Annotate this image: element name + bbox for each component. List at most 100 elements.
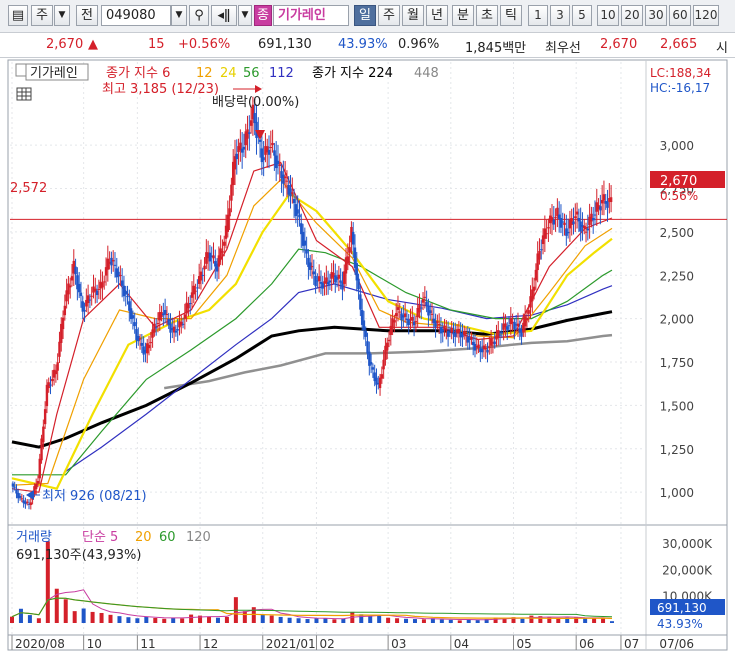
- candle-body: [506, 326, 509, 330]
- list-dropdown-icon[interactable]: ▼: [238, 5, 252, 26]
- stock-badge: 종: [254, 5, 272, 26]
- interval-5[interactable]: 5: [572, 5, 592, 26]
- x-tick-label: 2021/01: [266, 637, 316, 651]
- volume-bar: [117, 616, 122, 623]
- ratio-value: 0.96%: [398, 37, 440, 52]
- candle-body: [572, 221, 575, 225]
- chevron-down-icon[interactable]: ▼: [54, 5, 70, 26]
- candle-body: [307, 257, 310, 267]
- interval-10[interactable]: 10: [597, 5, 619, 26]
- candles: [11, 96, 613, 510]
- menu-icon[interactable]: ▤: [8, 5, 28, 26]
- candle-body: [366, 341, 369, 354]
- volume-ma60-label: 60: [159, 530, 176, 545]
- candle-body: [301, 231, 305, 246]
- candle-body: [570, 218, 573, 225]
- volume-panel-title: 거래량: [16, 530, 52, 545]
- price-chart[interactable]: 1,0001,2501,5001,7502,0002,2502,5002,750…: [0, 58, 735, 654]
- candle-body: [233, 156, 237, 170]
- candle-body: [214, 261, 217, 267]
- volume-bar: [502, 618, 507, 623]
- candle-body: [65, 290, 68, 302]
- volume-ma-line: [11, 597, 613, 618]
- candle-body: [77, 283, 81, 293]
- moving-averages: [11, 161, 613, 493]
- candle-body: [206, 252, 210, 259]
- candle-body: [294, 204, 298, 217]
- interval-20[interactable]: 20: [621, 5, 643, 26]
- candle-body: [217, 255, 221, 267]
- candle-body: [283, 176, 287, 179]
- code-dropdown-icon[interactable]: ▼: [171, 5, 187, 26]
- candle-body: [163, 309, 167, 315]
- speaker-icon[interactable]: ◂ǁ: [211, 5, 237, 26]
- candle-body: [341, 282, 344, 290]
- candle-body: [194, 290, 197, 292]
- tab-tick[interactable]: 틱: [500, 5, 522, 26]
- candle-body: [608, 198, 611, 202]
- candle-body: [439, 326, 443, 334]
- tab-minute[interactable]: 분: [452, 5, 474, 26]
- volume-bar: [484, 619, 489, 623]
- lc-label: LC:188,34: [650, 66, 711, 80]
- candle-body: [95, 290, 99, 296]
- candle-body: [590, 213, 593, 222]
- volume-bar: [251, 607, 256, 623]
- candle-body: [26, 501, 29, 503]
- turnover-rate: 43.93%: [338, 37, 388, 52]
- candle-body: [509, 318, 513, 325]
- tab-week[interactable]: 주: [378, 5, 400, 26]
- candle-body: [274, 155, 278, 169]
- interval-1[interactable]: 1: [528, 5, 548, 26]
- candle-body: [108, 261, 111, 264]
- candle-body: [138, 338, 142, 340]
- interval-30[interactable]: 30: [645, 5, 667, 26]
- y-tick-label: 2,250: [660, 269, 694, 283]
- stock-name-field[interactable]: 기가레인: [273, 5, 349, 26]
- tab-month[interactable]: 월: [402, 5, 424, 26]
- candle-body: [244, 131, 247, 146]
- candle-body: [224, 225, 228, 239]
- x-tick-label: 05: [516, 637, 531, 651]
- prev-button[interactable]: 전: [76, 5, 98, 26]
- volume-bar: [72, 611, 77, 623]
- candle-body: [305, 249, 308, 254]
- interval-3[interactable]: 3: [550, 5, 570, 26]
- stock-code-input[interactable]: 049080: [101, 5, 171, 26]
- ma224-line: [11, 310, 613, 449]
- candle-body: [489, 338, 493, 346]
- candle-body: [61, 317, 65, 330]
- candle-body: [577, 218, 581, 222]
- search-icon[interactable]: ⚲: [189, 5, 209, 26]
- candle-body: [559, 218, 563, 228]
- tab-second[interactable]: 초: [476, 5, 498, 26]
- candle-body: [115, 268, 118, 278]
- candle-body: [183, 314, 187, 319]
- volume-bar: [260, 614, 265, 623]
- volume-bar: [180, 618, 185, 623]
- candle-body: [47, 382, 50, 389]
- tab-day[interactable]: 일: [354, 5, 376, 26]
- best-label: 최우선: [545, 41, 581, 56]
- interval-120[interactable]: 120: [693, 5, 719, 26]
- interval-60[interactable]: 60: [669, 5, 691, 26]
- candle-body: [29, 502, 33, 506]
- candle-body: [427, 306, 430, 316]
- candle-body: [110, 257, 113, 266]
- candle-body: [400, 313, 403, 321]
- candle-body: [498, 334, 502, 336]
- volume-bar: [314, 618, 319, 623]
- x-tick-label: 02: [319, 637, 334, 651]
- type-selector[interactable]: 주: [31, 5, 53, 26]
- volume-bar: [386, 617, 391, 623]
- dividend-marker: [255, 130, 265, 140]
- volume-bar: [215, 617, 220, 623]
- candle-body: [135, 329, 138, 341]
- candle-body: [49, 384, 52, 386]
- candle-body: [579, 221, 582, 232]
- tab-year[interactable]: 년: [426, 5, 448, 26]
- volume-bar: [144, 616, 149, 623]
- candle-body: [246, 129, 249, 139]
- volume-bar: [529, 615, 534, 623]
- candle-body: [13, 486, 16, 488]
